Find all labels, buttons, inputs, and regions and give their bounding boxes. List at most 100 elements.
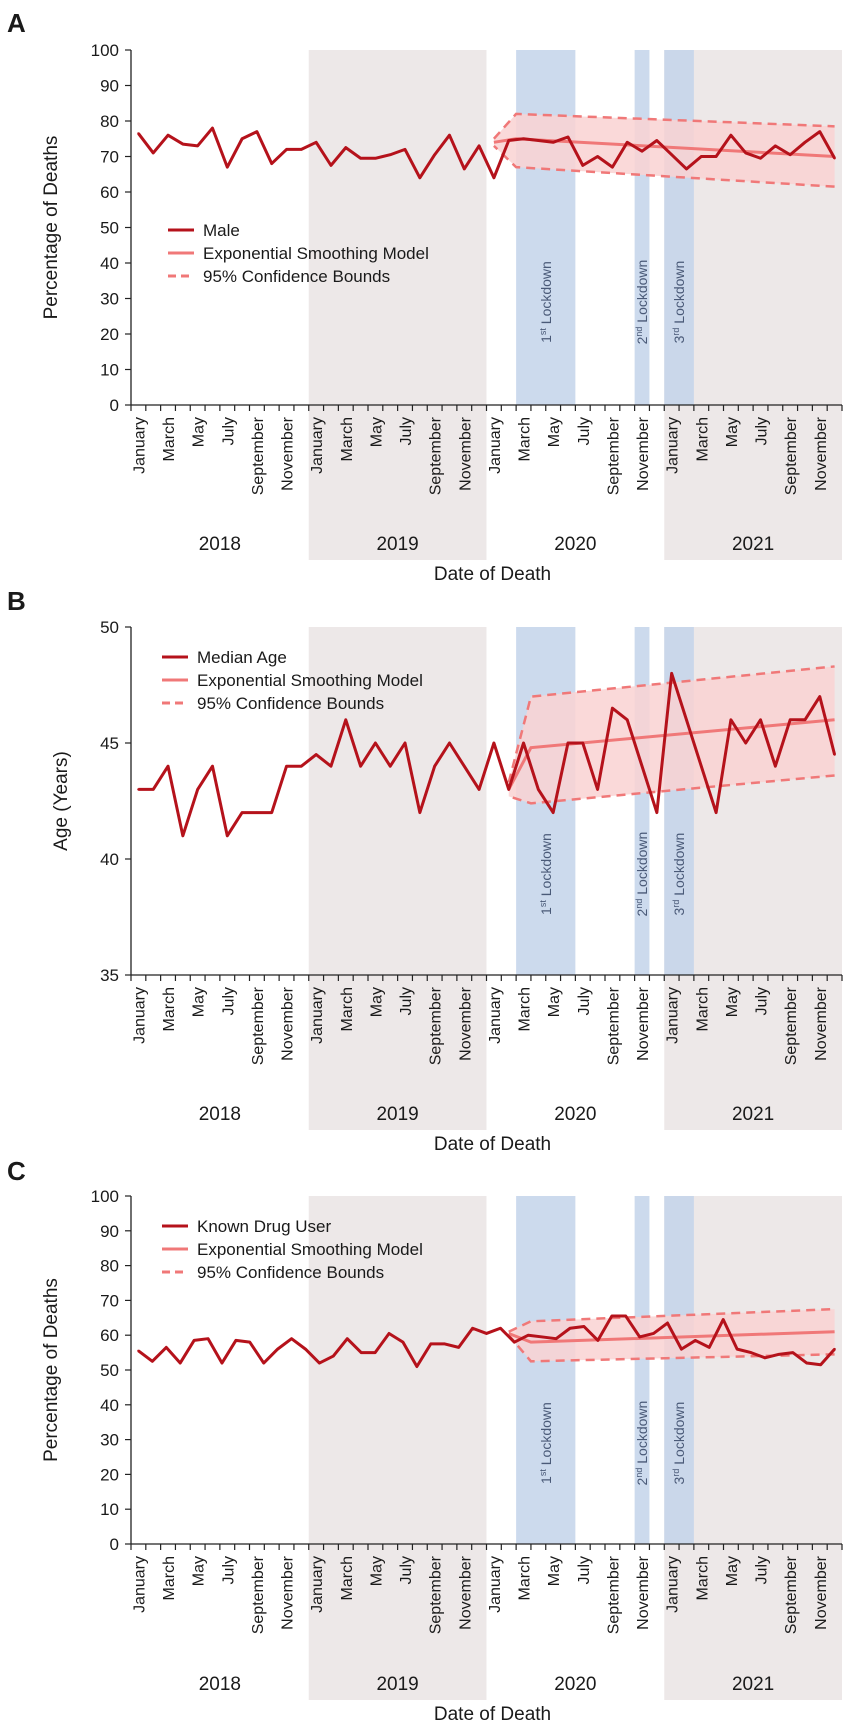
x-tick-label: July: [754, 1556, 771, 1584]
lockdown-band-2: [634, 50, 650, 405]
data-point: [513, 1340, 516, 1344]
data-point: [255, 811, 259, 814]
y-tick-label: 50: [100, 618, 119, 637]
x-tick-label: January: [309, 987, 326, 1044]
x-tick-label: July: [576, 417, 593, 445]
data-point: [152, 788, 155, 791]
legend-label-3: 95% Confidence Bounds: [197, 694, 384, 713]
y-tick-label: 50: [100, 219, 119, 238]
data-point: [276, 1347, 279, 1351]
data-point: [722, 1318, 725, 1321]
y-tick-label: 30: [100, 1431, 119, 1450]
x-axis-title: Date of Death: [434, 1704, 551, 1725]
data-point: [300, 765, 303, 768]
y-tick-label: 100: [91, 41, 119, 60]
data-point: [735, 1347, 739, 1351]
observed-series-line: [137, 126, 836, 180]
lower-confidence-bound: [493, 144, 835, 188]
data-point: [581, 741, 584, 745]
x-tick-label: November: [813, 986, 830, 1060]
data-point: [640, 149, 644, 153]
data-point: [359, 1351, 363, 1354]
data-point: [477, 788, 481, 791]
data-point: [403, 741, 407, 745]
lockdown-label-3: 3rd Lockdown: [671, 1402, 687, 1485]
data-point: [248, 1340, 251, 1344]
data-point: [240, 137, 244, 140]
y-tick-label: 10: [100, 361, 119, 380]
y-tick-label: 0: [110, 1535, 119, 1554]
data-point: [791, 1351, 795, 1354]
year-label: 2020: [554, 534, 596, 555]
x-tick-label: January: [131, 1556, 148, 1613]
x-tick-label: November: [280, 986, 297, 1060]
data-point: [554, 1337, 558, 1340]
x-tick-label: November: [280, 416, 297, 490]
data-point: [211, 765, 214, 768]
lockdown-band-2: [634, 1196, 650, 1544]
data-point: [694, 1339, 697, 1342]
data-point: [418, 176, 422, 179]
year-label: 2018: [199, 1674, 241, 1695]
data-point: [611, 165, 614, 169]
x-tick-label: July: [398, 1556, 415, 1584]
data-point: [566, 135, 570, 139]
upper-confidence-bound: [492, 112, 835, 140]
data-point: [196, 788, 199, 791]
x-tick-label: July: [754, 417, 771, 445]
data-point: [729, 134, 733, 137]
year-label: 2019: [376, 1104, 418, 1125]
data-point: [729, 718, 733, 721]
legend-label-1: Known Drug User: [197, 1217, 332, 1236]
data-point: [744, 151, 747, 155]
x-tick-label: May: [546, 987, 563, 1017]
data-point: [537, 788, 540, 791]
y-tick-label: 45: [100, 734, 119, 753]
data-point: [492, 741, 496, 745]
data-point: [314, 141, 318, 144]
data-point: [499, 1327, 502, 1330]
data-point: [192, 1339, 196, 1342]
lockdown-label-1: 1st Lockdown: [538, 833, 554, 915]
y-tick-label: 90: [100, 1222, 119, 1241]
y-axis-title: Percentage of Deaths: [41, 136, 62, 320]
data-point: [389, 765, 392, 768]
year-shading-2019: [308, 627, 487, 1130]
legend-label-2: Exponential Smoothing Model: [203, 244, 429, 263]
x-tick-label: March: [694, 417, 711, 461]
data-point: [774, 144, 777, 148]
panel-label: C: [7, 1156, 26, 1186]
data-point: [655, 811, 659, 814]
x-tick-label: January: [665, 1556, 682, 1613]
x-tick-label: September: [250, 1555, 267, 1634]
panel-label: A: [7, 8, 26, 38]
x-tick-label: March: [694, 1556, 711, 1600]
lockdown-label-1: 1st Lockdown: [538, 1402, 554, 1484]
year-label: 2020: [554, 1104, 596, 1125]
data-point: [596, 1339, 600, 1342]
y-tick-label: 35: [100, 966, 119, 985]
data-point: [666, 1321, 669, 1325]
data-point: [329, 164, 333, 167]
year-label: 2019: [376, 534, 418, 555]
data-point: [166, 134, 170, 137]
data-point: [626, 718, 629, 721]
x-tick-label: January: [487, 417, 504, 474]
x-tick-label: May: [191, 1556, 208, 1586]
chart-panel-a: 1st Lockdown 2nd Lockdown 3rd Lockdown 0 10 2…: [7, 8, 843, 585]
data-point: [178, 1361, 182, 1365]
year-label: 2018: [199, 1104, 241, 1125]
data-point: [389, 153, 392, 156]
data-point: [596, 788, 599, 791]
data-point: [763, 1356, 767, 1360]
data-point: [240, 811, 244, 814]
x-tick-label: January: [487, 987, 504, 1044]
data-point: [670, 153, 673, 156]
x-tick-label: September: [783, 416, 800, 495]
lockdown-label-2: 2nd Lockdown: [634, 832, 650, 917]
data-point: [700, 765, 703, 768]
y-axis-title: Percentage of Deaths: [41, 1278, 62, 1462]
data-point: [788, 718, 792, 721]
data-point: [708, 1346, 711, 1349]
x-tick-label: July: [576, 1556, 593, 1584]
